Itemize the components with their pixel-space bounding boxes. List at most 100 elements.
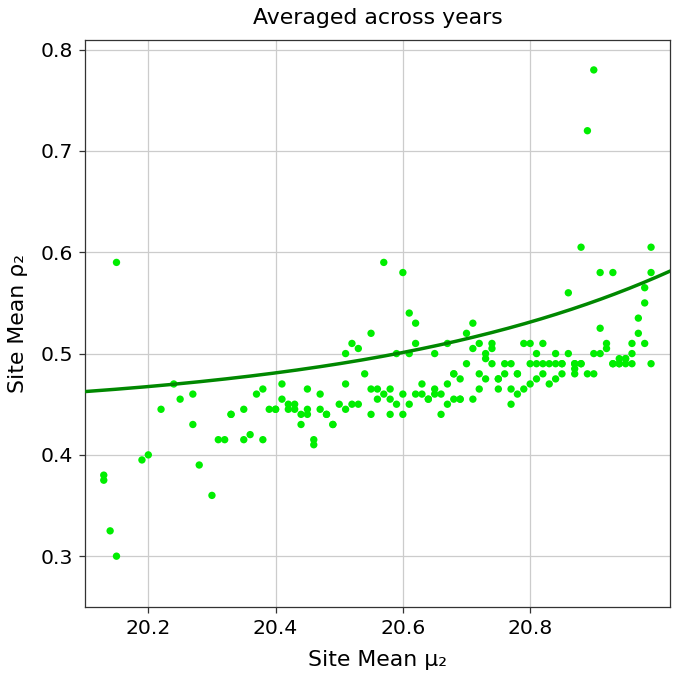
Point [487,358,498,369]
Point [461,358,472,369]
Point [455,394,466,405]
Point [296,419,306,430]
Point [277,378,287,389]
Point [353,343,363,354]
Point [340,404,351,415]
Point [226,409,237,420]
Point [436,388,447,399]
Point [455,394,466,405]
Point [626,358,637,369]
Point [557,368,567,379]
Point [175,394,186,405]
Point [614,353,624,364]
Point [156,404,167,415]
Point [576,358,586,369]
Point [531,348,542,359]
X-axis label: Site Mean μ₂: Site Mean μ₂ [308,650,447,670]
Point [384,409,395,420]
Point [423,394,434,405]
Point [474,368,485,379]
Point [557,358,567,369]
Point [378,388,389,399]
Point [461,328,472,339]
Point [143,450,154,460]
Point [423,394,434,405]
Point [626,348,637,359]
Point [448,368,459,379]
Point [589,348,599,359]
Point [525,378,536,389]
Point [512,368,523,379]
Point [493,374,504,384]
Point [245,429,256,440]
Point [378,257,389,268]
Point [480,348,491,359]
Point [563,348,574,359]
Point [626,338,637,349]
Point [570,368,580,379]
Point [429,348,440,359]
Point [442,338,453,349]
Point [372,394,383,405]
Point [620,358,631,369]
Point [544,358,555,369]
Point [391,348,402,359]
Point [607,358,618,369]
Point [499,368,510,379]
Title: Averaged across years: Averaged across years [252,8,502,28]
Point [607,358,618,369]
Point [506,399,517,410]
Point [570,358,580,369]
Point [270,404,281,415]
Point [194,460,205,471]
Point [531,374,542,384]
Point [359,368,370,379]
Point [506,358,517,369]
Point [519,338,530,349]
Point [302,409,313,420]
Point [213,434,224,445]
Point [589,368,599,379]
Point [614,358,624,369]
Point [353,399,363,410]
Point [404,348,415,359]
Point [633,328,643,339]
Point [576,242,586,253]
Point [277,394,287,405]
Point [633,313,643,323]
Point [601,343,612,354]
Point [340,378,351,389]
Point [290,399,300,410]
Point [258,434,268,445]
Point [264,404,275,415]
Point [448,368,459,379]
Point [487,343,498,354]
Point [111,551,122,561]
Point [258,384,268,395]
Point [467,394,478,405]
Point [416,388,427,399]
Point [570,363,580,374]
Point [365,384,376,395]
Point [614,358,624,369]
Point [538,368,549,379]
Point [595,323,605,334]
Point [219,434,230,445]
Point [519,384,530,395]
Point [442,399,453,410]
Point [645,267,656,278]
Point [544,378,555,389]
Point [207,490,218,501]
Point [346,338,357,349]
Point [397,388,408,399]
Point [499,358,510,369]
Point [448,394,459,405]
Point [550,358,561,369]
Point [296,409,306,420]
Point [455,374,466,384]
Point [384,394,395,405]
Point [397,409,408,420]
Point [308,434,319,445]
Point [576,358,586,369]
Point [98,475,109,485]
